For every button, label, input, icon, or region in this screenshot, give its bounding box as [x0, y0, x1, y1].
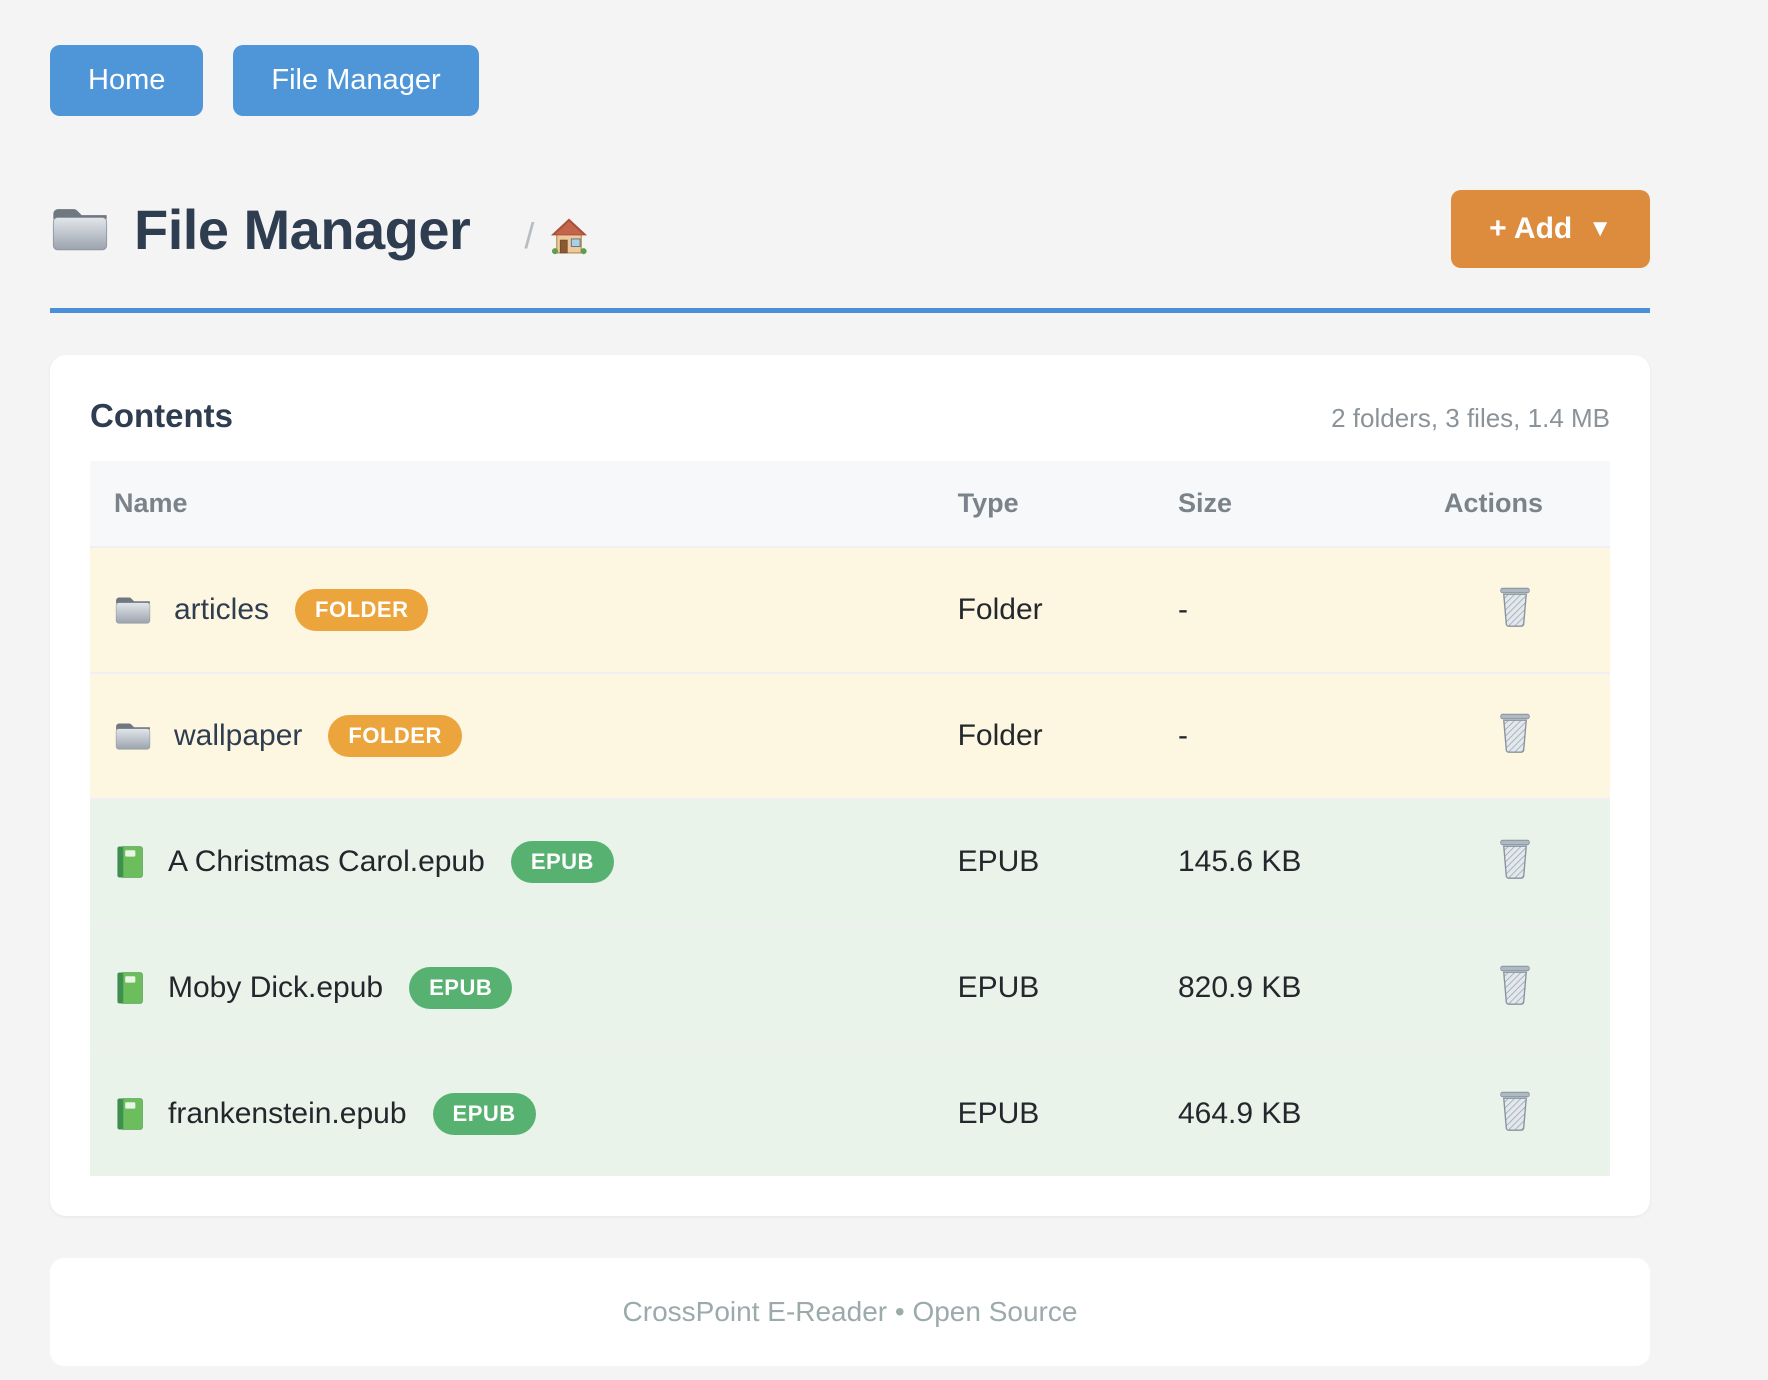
size-cell: 145.6 KB: [1153, 798, 1420, 925]
divider: [50, 308, 1650, 313]
size-cell: 464.9 KB: [1153, 1050, 1420, 1176]
table-row[interactable]: A Christmas Carol.epub EPUB EPUB 145.6 K…: [90, 798, 1610, 925]
size-cell: 820.9 KB: [1153, 924, 1420, 1051]
type-cell: Folder: [933, 672, 1154, 799]
table-row[interactable]: Moby Dick.epub EPUB EPUB 820.9 KB: [90, 924, 1610, 1051]
table-row[interactable]: wallpaper FOLDER Folder -: [90, 672, 1610, 799]
book-icon: [114, 843, 146, 881]
card-header: Contents 2 folders, 3 files, 1.4 MB: [90, 397, 1610, 435]
size-cell: -: [1153, 546, 1420, 673]
files-table: Name Type Size Actions: [90, 461, 1610, 1176]
folder-icon: [114, 720, 152, 752]
footer: CrossPoint E-Reader • Open Source: [50, 1258, 1650, 1366]
table-header-row: Name Type Size Actions: [90, 461, 1610, 547]
column-header-type: Type: [933, 461, 1154, 547]
contents-heading: Contents: [90, 397, 233, 434]
contents-card: Contents 2 folders, 3 files, 1.4 MB Name…: [50, 355, 1650, 1216]
file-name[interactable]: A Christmas Carol.epub: [168, 845, 485, 878]
home-icon[interactable]: [548, 216, 590, 256]
delete-button[interactable]: [1495, 962, 1535, 1011]
folder-icon: [50, 204, 110, 254]
type-badge: EPUB: [432, 1093, 536, 1135]
trash-icon: [1497, 964, 1533, 1006]
file-manager-button[interactable]: File Manager: [233, 45, 479, 116]
type-badge: EPUB: [409, 967, 513, 1009]
column-header-size: Size: [1153, 461, 1420, 547]
trash-icon: [1497, 838, 1533, 880]
add-button-label: + Add: [1489, 212, 1573, 245]
book-icon: [114, 1095, 146, 1133]
contents-summary: 2 folders, 3 files, 1.4 MB: [1331, 403, 1610, 433]
file-name[interactable]: wallpaper: [174, 719, 303, 752]
breadcrumb: /: [524, 201, 590, 257]
page-title: File Manager: [134, 197, 471, 261]
trash-icon: [1497, 712, 1533, 754]
type-cell: EPUB: [933, 798, 1154, 925]
folder-icon: [114, 594, 152, 626]
trash-icon: [1497, 1090, 1533, 1132]
delete-button[interactable]: [1495, 836, 1535, 885]
trash-icon: [1497, 586, 1533, 628]
column-header-actions: Actions: [1419, 461, 1610, 547]
size-cell: -: [1153, 672, 1420, 799]
file-name[interactable]: articles: [174, 593, 270, 626]
footer-text: CrossPoint E-Reader • Open Source: [622, 1296, 1078, 1327]
delete-button[interactable]: [1495, 710, 1535, 759]
caret-down-icon: ▼: [1588, 215, 1612, 242]
type-cell: Folder: [933, 546, 1154, 673]
table-row[interactable]: frankenstein.epub EPUB EPUB 464.9 KB: [90, 1050, 1610, 1176]
page: Home File Manager File Manager /: [50, 0, 1650, 1366]
type-cell: EPUB: [933, 924, 1154, 1051]
title-wrap: File Manager /: [50, 197, 590, 262]
column-header-name: Name: [90, 461, 934, 547]
type-badge: FOLDER: [295, 589, 429, 631]
home-button[interactable]: Home: [50, 45, 204, 116]
file-name[interactable]: frankenstein.epub: [168, 1097, 407, 1130]
type-badge: EPUB: [510, 841, 614, 883]
delete-button[interactable]: [1495, 584, 1535, 633]
file-name[interactable]: Moby Dick.epub: [168, 971, 384, 1004]
type-badge: FOLDER: [328, 715, 462, 757]
add-button[interactable]: + Add ▼: [1451, 190, 1650, 268]
type-cell: EPUB: [933, 1050, 1154, 1176]
page-header: File Manager / + Add ▼: [50, 190, 1650, 268]
top-nav: Home File Manager: [50, 45, 1650, 116]
table-row[interactable]: articles FOLDER Folder -: [90, 546, 1610, 673]
breadcrumb-separator: /: [524, 215, 535, 256]
delete-button[interactable]: [1495, 1088, 1535, 1137]
book-icon: [114, 969, 146, 1007]
